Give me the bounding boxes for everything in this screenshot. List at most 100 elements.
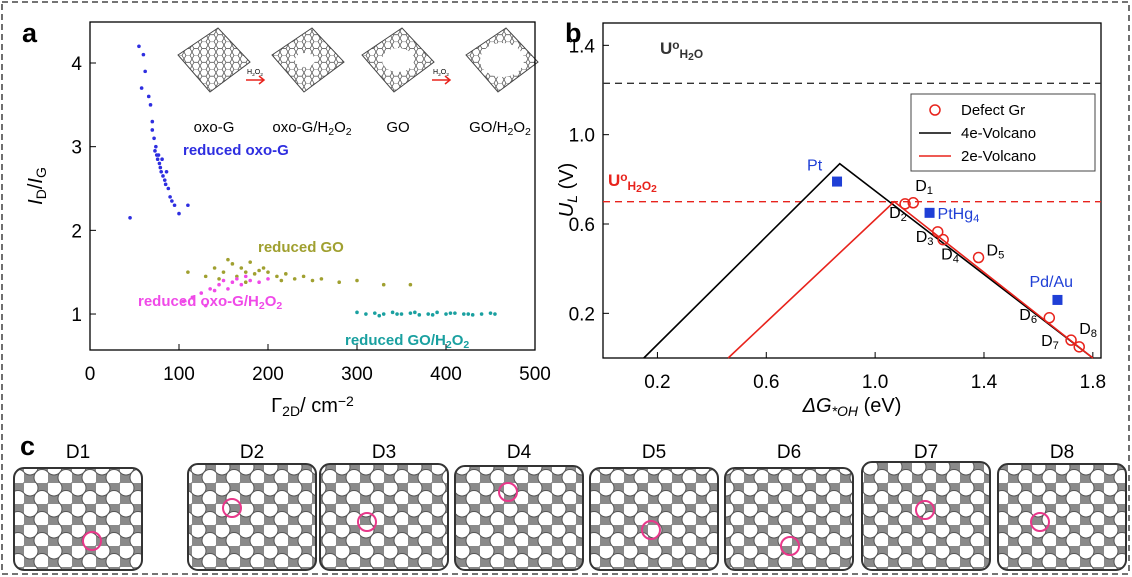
text-part: Γ — [271, 395, 282, 417]
data-point — [302, 275, 306, 279]
structure-label: D2 — [240, 442, 264, 463]
text-part: D — [889, 205, 901, 222]
text-part: Pt — [807, 158, 823, 175]
data-point — [1052, 295, 1062, 305]
data-point — [337, 280, 341, 284]
text-part: O — [265, 293, 277, 310]
text-part: O — [642, 179, 651, 193]
data-point — [311, 279, 315, 283]
data-point — [147, 95, 151, 99]
text-part: D — [915, 178, 927, 195]
text-part: D — [916, 229, 928, 246]
data-point — [157, 153, 161, 157]
y-tick-label: 1 — [71, 305, 82, 326]
data-point — [453, 311, 457, 315]
annotation: reduced oxo-G — [183, 142, 289, 159]
data-point — [142, 53, 146, 57]
lattice-hole — [295, 53, 315, 67]
volcano-line — [644, 164, 1093, 358]
data-point — [493, 312, 497, 316]
data-point — [284, 272, 288, 276]
text-part: reduced GO/H — [345, 332, 446, 349]
data-point — [248, 260, 252, 264]
text-part: U — [660, 39, 672, 58]
text-part: 2 — [651, 184, 657, 195]
data-point — [159, 166, 163, 170]
structure-image — [14, 468, 142, 570]
inset-label: GO/H2O2 — [469, 119, 531, 138]
structure-label: D7 — [914, 442, 938, 463]
data-point — [293, 277, 297, 281]
text-part: −2 — [338, 393, 354, 409]
data-point — [240, 266, 244, 270]
structure-label: D6 — [777, 442, 801, 463]
y-tick-label: 1.0 — [569, 126, 595, 147]
text-part: o — [672, 38, 679, 52]
y-axis-label: UL (V) — [556, 163, 580, 217]
text-part: GO — [386, 119, 409, 136]
text-part: 2D — [282, 403, 300, 419]
text-part: 3 — [927, 236, 933, 248]
text-part: oxo-G/H — [272, 119, 328, 136]
data-point — [164, 183, 168, 187]
data-point — [444, 312, 448, 316]
data-point — [240, 283, 244, 287]
data-point — [231, 280, 235, 284]
x-tick-label: 0 — [85, 364, 96, 385]
data-point — [832, 177, 842, 187]
text-part: 2 — [463, 339, 469, 351]
data-point — [489, 311, 493, 315]
text-part: U — [556, 202, 578, 217]
arrow-label: H2O2 — [247, 69, 263, 78]
data-point — [213, 266, 217, 270]
data-point — [217, 283, 221, 287]
text-part: D — [1079, 321, 1091, 338]
data-point — [266, 270, 270, 274]
inset-label: oxo-G/H2O2 — [272, 119, 351, 138]
data-point — [208, 287, 212, 291]
x-tick-label: 1.0 — [862, 372, 888, 393]
panel-label: c — [20, 431, 35, 461]
data-point — [204, 275, 208, 279]
y-axis-label: ID/IG — [25, 167, 49, 205]
point-label: D3 — [916, 229, 934, 248]
y-tick-label: 0.2 — [569, 304, 595, 325]
text-part: / cm — [300, 395, 338, 417]
data-point — [213, 289, 217, 293]
text-part: 6 — [1031, 314, 1037, 326]
text-part: D — [1041, 333, 1053, 350]
annotation: reduced GO — [258, 239, 344, 256]
data-point — [435, 311, 439, 315]
text-part: O — [334, 119, 346, 136]
structure-label: D3 — [372, 442, 396, 463]
text-part: 5 — [998, 250, 1004, 262]
data-point — [413, 311, 417, 315]
data-point — [382, 312, 386, 316]
lattice-hole — [382, 48, 414, 72]
text-part: reduced GO — [258, 239, 344, 256]
data-point — [140, 86, 144, 90]
data-point — [173, 203, 177, 207]
x-tick-label: 100 — [163, 364, 195, 385]
data-point — [186, 203, 190, 207]
panel-label: a — [22, 18, 38, 48]
x-tick-label: 0.2 — [644, 372, 670, 393]
data-point — [409, 311, 413, 315]
structure-label: D5 — [642, 442, 666, 463]
point-label: D1 — [915, 178, 933, 197]
data-point — [170, 199, 174, 203]
data-point — [1044, 313, 1054, 323]
structure-image — [862, 462, 990, 570]
data-point — [391, 311, 395, 315]
data-point — [186, 270, 190, 274]
structure-image — [590, 468, 718, 570]
data-point — [400, 312, 404, 316]
reference-label: UoH2O — [660, 38, 703, 63]
data-point — [177, 212, 181, 216]
text-part: 2 — [346, 126, 352, 138]
data-point — [462, 312, 466, 316]
point-label: Pt — [807, 158, 823, 175]
text-part: oxo-G — [194, 119, 235, 136]
text-part: D — [33, 189, 49, 199]
inset-label: GO — [386, 119, 409, 136]
